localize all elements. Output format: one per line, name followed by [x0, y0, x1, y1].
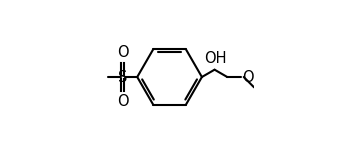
Text: O: O: [117, 45, 128, 60]
Text: OH: OH: [204, 51, 227, 66]
Text: O: O: [242, 69, 254, 85]
Text: S: S: [118, 69, 127, 85]
Text: O: O: [117, 94, 128, 109]
